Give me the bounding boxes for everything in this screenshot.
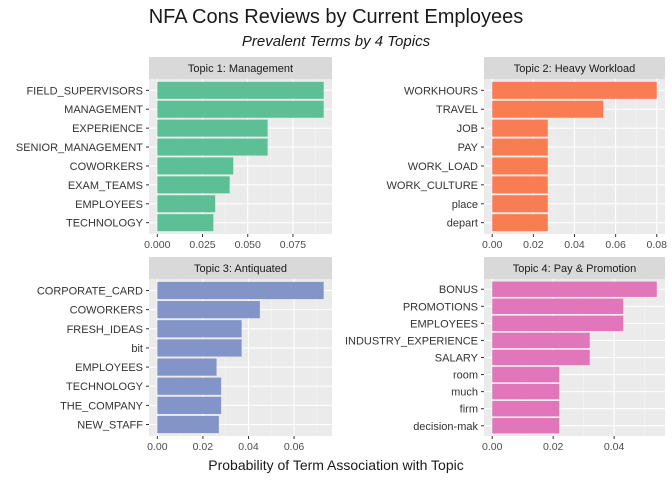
facet-strip [149, 257, 332, 279]
y-tick-label: EMPLOYEES [75, 362, 143, 374]
y-tick-label: JOB [457, 123, 478, 135]
chart-subtitle: Prevalent Terms by 4 Topics [241, 33, 431, 50]
y-tick-label: NEW_STAFF [77, 420, 143, 432]
facet-strip-label: Topic 3: Antiquated [194, 263, 287, 275]
bar [492, 366, 560, 383]
y-tick-label: PROMOTIONS [403, 301, 478, 313]
y-tick-label: TECHNOLOGY [66, 381, 144, 393]
bar [157, 396, 222, 414]
y-tick-label: COWORKERS [70, 305, 143, 317]
x-tick-label: 0.08 [647, 239, 668, 251]
y-tick-label: COWORKERS [70, 161, 143, 173]
bar [157, 358, 217, 376]
bar [492, 349, 590, 366]
bar [492, 315, 624, 332]
facet-strip-label: Topic 4: Pay & Promotion [513, 263, 637, 275]
x-tick-label: 0.04 [564, 239, 585, 251]
facet-strip [149, 57, 332, 79]
x-tick-label: 0.025 [189, 239, 215, 251]
bar [492, 176, 548, 194]
bar [157, 100, 324, 118]
y-tick-label: MANAGEMENT [64, 104, 143, 116]
y-tick-label: FIELD_SUPERVISORS [26, 85, 143, 97]
facet-panel-2: Topic 2: Heavy Workload 0.00 0.02 0.04 0.06 0… [387, 57, 668, 251]
bar [157, 119, 268, 137]
x-tick-label: 0.00 [482, 239, 503, 251]
x-axis-title: Probability of Term Association with Top… [208, 457, 464, 473]
y-tick-label: decision-mak [413, 421, 478, 433]
y-tick-label: SENIOR_MANAGEMENT [16, 142, 143, 154]
bar [157, 339, 242, 357]
y-tick-label: WORK_LOAD [408, 161, 478, 173]
bar [492, 383, 560, 400]
bar [157, 377, 222, 395]
bar [157, 157, 234, 175]
y-tick-label: TRAVEL [436, 104, 478, 116]
y-tick-label: TECHNOLOGY [66, 218, 144, 230]
facet-panel-3: Topic 3: Antiquated 0.00 0.02 0.04 0.06 CORPO… [37, 257, 332, 453]
bar [157, 176, 230, 194]
bar [492, 214, 548, 232]
bar [492, 298, 624, 314]
bar [492, 138, 548, 156]
chart-title: NFA Cons Reviews by Current Employees [148, 6, 524, 28]
y-tick-label: BONUS [439, 284, 478, 296]
y-tick-label: PAY [458, 142, 479, 154]
y-tick-label: EMPLOYEES [75, 199, 143, 211]
bar [157, 301, 260, 319]
bar [492, 418, 560, 434]
facet-panel-1: Topic 1: Management 0.000 0.025 0.050 0.075 F… [16, 57, 332, 251]
y-tick-label: EXPERIENCE [72, 123, 143, 135]
x-tick-label: 0.000 [144, 239, 170, 251]
y-tick-label: EXAM_TEAMS [68, 180, 143, 192]
x-tick-label: 0.02 [543, 441, 564, 453]
bar [492, 157, 548, 175]
x-tick-label: 0.075 [280, 239, 306, 251]
facet-strip [484, 257, 665, 279]
bar [492, 195, 548, 213]
bar [157, 320, 242, 338]
bar [492, 100, 604, 118]
y-tick-label: depart [447, 218, 478, 230]
bar [157, 281, 324, 300]
facet-strip-label: Topic 2: Heavy Workload [514, 63, 635, 75]
y-tick-label: place [452, 199, 478, 211]
y-tick-label: THE_COMPANY [60, 400, 144, 412]
y-tick-label: INDUSTRY_EXPERIENCE [345, 335, 478, 347]
x-tick-label: 0.06 [284, 441, 305, 453]
y-tick-label: firm [460, 404, 478, 416]
bar [492, 281, 657, 297]
y-tick-label: WORKHOURS [404, 85, 478, 97]
bar [157, 81, 324, 99]
facet-strip-label: Topic 1: Management [188, 63, 293, 75]
bar [157, 415, 219, 434]
bar [157, 214, 214, 232]
bar [492, 119, 548, 137]
bar [492, 81, 657, 99]
bar [492, 332, 590, 349]
y-tick-label: FRESH_IDEAS [67, 324, 143, 336]
facet-panel-4: Topic 4: Pay & Promotion 0.00 0.02 0.04 BONU… [345, 257, 665, 453]
x-tick-label: 0.00 [482, 441, 503, 453]
bar [157, 195, 216, 213]
y-tick-label: much [451, 387, 478, 399]
y-tick-label: room [453, 370, 478, 382]
x-tick-label: 0.02 [523, 239, 544, 251]
bar [157, 138, 268, 156]
y-tick-label: SALARY [435, 353, 479, 365]
x-tick-label: 0.04 [604, 441, 625, 453]
y-tick-label: WORK_CULTURE [387, 180, 478, 192]
x-tick-label: 0.050 [235, 239, 261, 251]
y-tick-label: CORPORATE_CARD [37, 285, 143, 297]
y-tick-label: bit [131, 343, 143, 355]
x-tick-label: 0.00 [147, 441, 168, 453]
x-tick-label: 0.06 [605, 239, 626, 251]
y-tick-label: EMPLOYEES [410, 318, 478, 330]
x-tick-label: 0.04 [238, 441, 259, 453]
bar [492, 401, 560, 417]
x-tick-label: 0.02 [193, 441, 214, 453]
facet-strip [484, 57, 665, 79]
